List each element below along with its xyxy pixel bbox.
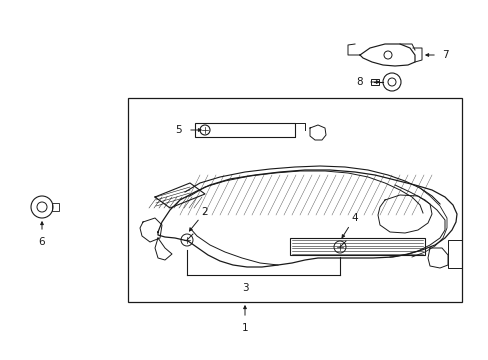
Bar (195, 123, 294, 137)
Text: 3: 3 (241, 283, 248, 293)
Bar (370, 79, 378, 85)
Text: 5: 5 (174, 125, 181, 135)
Text: 1: 1 (241, 323, 248, 333)
Text: 4: 4 (351, 213, 358, 223)
Bar (447, 240, 461, 268)
Bar (289, 238, 424, 255)
Text: 2: 2 (201, 207, 208, 217)
Text: 7: 7 (441, 50, 447, 60)
Bar (128, 98, 461, 302)
Text: 8: 8 (356, 77, 363, 87)
Bar (52, 203, 59, 211)
Text: 6: 6 (39, 237, 45, 247)
